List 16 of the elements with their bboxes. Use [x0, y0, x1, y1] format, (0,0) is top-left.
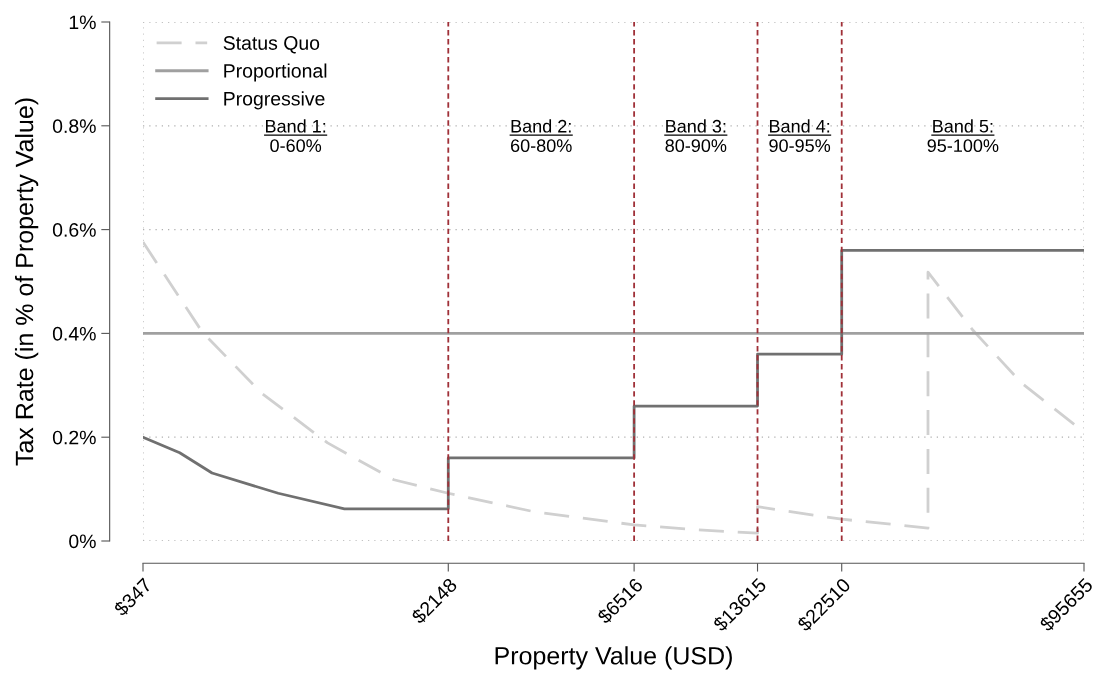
annotation: Band 4: 90-95%: [769, 119, 831, 153]
legend-label: Status Quo: [223, 36, 320, 54]
y-tick-label: 0.4%: [52, 326, 96, 341]
legend-label: Proportional: [224, 63, 327, 82]
x-axis-title: Property Value (USD): [495, 646, 732, 670]
y-tick-label: 1%: [69, 15, 96, 30]
annotation: Band 5: 95-100%: [927, 119, 999, 153]
y-tick-label: 0%: [69, 534, 96, 549]
y-axis-title: Tax Rate (in % of Property Value): [14, 98, 39, 466]
legend-label: Progressive: [224, 91, 325, 110]
y-tick-label: 0.2%: [52, 430, 96, 445]
y-tick-label: 0.8%: [52, 119, 96, 134]
annotation: Band 2: 60-80%: [511, 119, 572, 153]
y-tick-label: 0.6%: [52, 223, 96, 237]
annotation: Band 1: 0-60%: [266, 119, 326, 153]
annotation: Band 3: 80-90%: [665, 119, 727, 153]
